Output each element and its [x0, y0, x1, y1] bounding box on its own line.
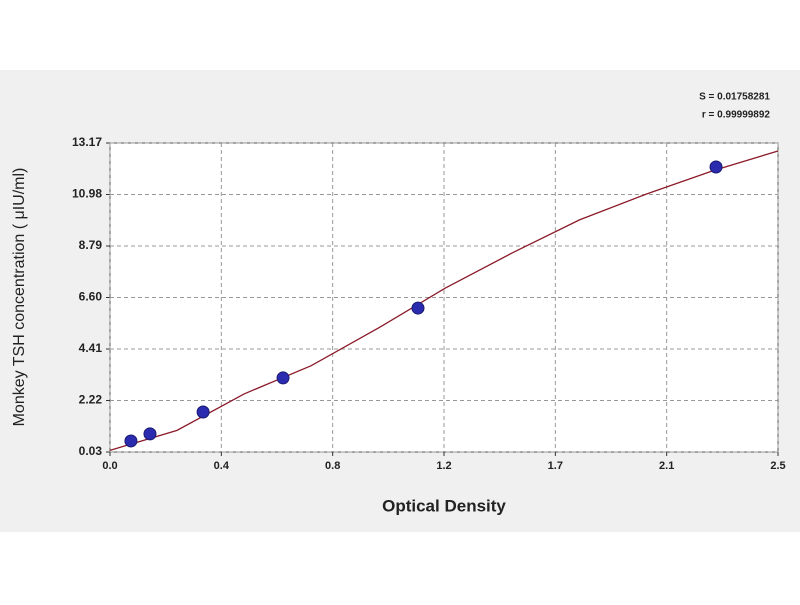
y-tick-label: 13.17: [72, 135, 102, 149]
x-axis-label: Optical Density: [382, 496, 506, 515]
data-point: [124, 434, 138, 448]
x-tick-label: 2.5: [770, 460, 785, 472]
data-point: [196, 405, 210, 419]
y-tick-label: 8.79: [79, 238, 103, 252]
x-tick-label: 1.7: [548, 460, 563, 472]
x-tick-label: 0.0: [102, 460, 117, 472]
x-tick-label: 1.2: [436, 460, 451, 472]
x-tick-label: 2.1: [659, 460, 674, 472]
y-tick-label: 0.03: [79, 444, 103, 458]
fit-curve: [109, 150, 779, 451]
annotation: r = 0.99999892: [702, 110, 771, 121]
data-point: [276, 371, 290, 385]
y-tick-label: 6.60: [79, 290, 103, 304]
data-point: [143, 427, 157, 441]
y-tick-label: 2.22: [79, 393, 103, 407]
x-tick-label: 0.4: [214, 460, 230, 472]
y-tick-label: 10.98: [72, 187, 102, 201]
data-point: [411, 301, 425, 315]
data-point: [709, 160, 723, 174]
y-axis-label: Monkey TSH concentration ( μIU/ml): [11, 168, 28, 427]
y-tick-label: 4.41: [79, 341, 103, 355]
annotation: S = 0.01758281: [699, 92, 770, 103]
x-tick-label: 0.8: [325, 460, 340, 472]
